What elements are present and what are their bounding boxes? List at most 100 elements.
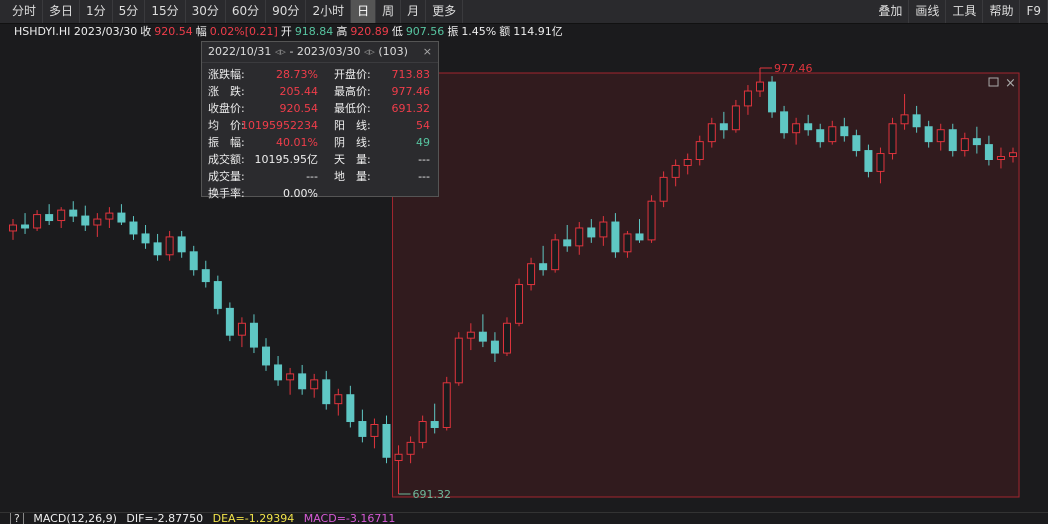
tooltip-value: --- [418, 170, 430, 183]
tooltip-value: 49 [416, 136, 430, 149]
candle-body [430, 421, 439, 428]
period-tab[interactable]: 分时 [6, 0, 44, 23]
maximize-icon [988, 77, 999, 87]
collapse-button[interactable]: ? [10, 513, 24, 524]
tooltip-label: 涨 跌: [208, 85, 245, 98]
candle-body [117, 212, 126, 223]
candle-body [659, 176, 668, 202]
candle-body [45, 214, 54, 222]
candle-body [647, 200, 656, 241]
candle-body [442, 382, 451, 428]
candle-body [587, 227, 596, 238]
tooltip-value: --- [306, 170, 318, 183]
candle-body [972, 138, 981, 146]
tooltip-row: 换手率: 0.00% [202, 185, 438, 202]
candle-body [768, 81, 777, 113]
candle-body [502, 322, 511, 354]
candle-body [225, 307, 234, 336]
candle-body [948, 129, 957, 152]
tooltip-label: 均 价: [208, 119, 245, 132]
period-tab[interactable]: 5分 [113, 0, 146, 23]
tooltip-rows: 涨跌幅: 28.73% 开盘价: 713.83 涨 跌: 205.44 最高价: 977.46… [202, 63, 438, 202]
toolbar: 分时 多日 1分 5分 15分 30分 60分 90分 2小时日周月更多 叠加 画线 工具 帮助 F9 [0, 0, 1048, 24]
candle-body [840, 126, 849, 137]
info-value: 920.54 [154, 25, 193, 38]
candle-body [322, 379, 331, 405]
tooltip-row: 振 幅: 40.01% 阴 线: 49 [202, 134, 438, 151]
candle-body [828, 126, 837, 143]
dea: DEA=-1.29394 [212, 512, 295, 524]
candle-body [21, 224, 30, 229]
candle-body [527, 263, 536, 286]
close-icon: × [1005, 76, 1016, 91]
info-value: 918.84 [294, 25, 334, 38]
dif: DIF=-2.87750 [126, 512, 204, 524]
period-tab-active[interactable]: 日 [351, 0, 377, 23]
candle-body [1009, 152, 1017, 158]
candle-body [984, 144, 993, 161]
candle-body [466, 331, 475, 339]
period-tab[interactable]: 2小时 [306, 0, 352, 23]
candle-body [165, 236, 174, 256]
period-tab[interactable]: 15分 [145, 0, 186, 23]
range-tooltip: 2022/10/31 ◃▹ - 2023/03/30 ◃▹ (103) × 涨跌… [201, 41, 439, 200]
candle-body [719, 123, 728, 131]
close-button[interactable]: × [422, 45, 432, 58]
candle-body [33, 214, 42, 229]
candle-body [792, 123, 801, 134]
period-tab[interactable]: 60分 [226, 0, 267, 23]
candle-body [129, 221, 138, 235]
candle-body [213, 281, 222, 309]
tooltip-value: 977.46 [391, 85, 431, 98]
candle-body [996, 156, 1005, 161]
candle-body [924, 126, 933, 143]
candle-body [93, 218, 102, 226]
candle-body [262, 346, 271, 366]
period-tab[interactable]: 月 [401, 0, 427, 23]
candle-body [81, 215, 90, 226]
candle-body [105, 212, 114, 220]
candle-body [478, 331, 487, 342]
candle-body [370, 424, 379, 437]
candle-body [912, 114, 921, 128]
tooltip-label: 最低价: [334, 102, 371, 115]
range-end: 2023/03/30 [296, 45, 361, 58]
candle-body [623, 233, 632, 253]
tooltip-header: 2022/10/31 ◃▹ - 2023/03/30 ◃▹ (103) × [202, 42, 438, 63]
candle-chart: × 977.46 691.32 [9, 62, 1020, 501]
tooltip-value: 10195.95亿 [254, 153, 319, 166]
tooltip-value: 0.00% [283, 187, 318, 200]
candle-body [804, 123, 813, 131]
candle-body [900, 114, 909, 125]
tool-button[interactable]: 工具 [946, 0, 984, 23]
tool-button[interactable]: 画线 [909, 0, 947, 23]
info-value: 114.91亿 [513, 25, 563, 38]
period-tab[interactable]: 90分 [266, 0, 307, 23]
bar-count: (103) [378, 45, 408, 58]
candle-body [69, 209, 78, 217]
candle-body [539, 263, 548, 271]
tool-button[interactable]: 帮助 [983, 0, 1021, 23]
period-tab[interactable]: 更多 [426, 0, 464, 23]
candle-body [346, 394, 355, 423]
candle-body [731, 105, 740, 131]
tooltip-row: 收盘价: 920.54 最低价: 691.32 [202, 100, 438, 117]
period-tab[interactable]: 30分 [186, 0, 226, 23]
candle-body [852, 135, 861, 152]
info-label: 低 [391, 25, 403, 38]
tool-button[interactable]: F9 [1020, 0, 1048, 23]
tool-button[interactable]: 叠加 [872, 0, 910, 23]
info-label: 收 [140, 25, 152, 38]
candle-body [876, 153, 885, 172]
tooltip-value: 691.32 [391, 102, 431, 115]
candle-body [575, 227, 584, 247]
candle-body [743, 90, 752, 107]
period-tab[interactable]: 周 [376, 0, 402, 23]
tooltip-label: 阳 线: [334, 119, 371, 132]
candle-body [635, 233, 644, 241]
candle-body [418, 421, 427, 443]
candle-body [816, 129, 825, 143]
candle-body [563, 239, 572, 247]
period-tab[interactable]: 多日 [43, 0, 81, 23]
period-tab[interactable]: 1分 [80, 0, 113, 23]
